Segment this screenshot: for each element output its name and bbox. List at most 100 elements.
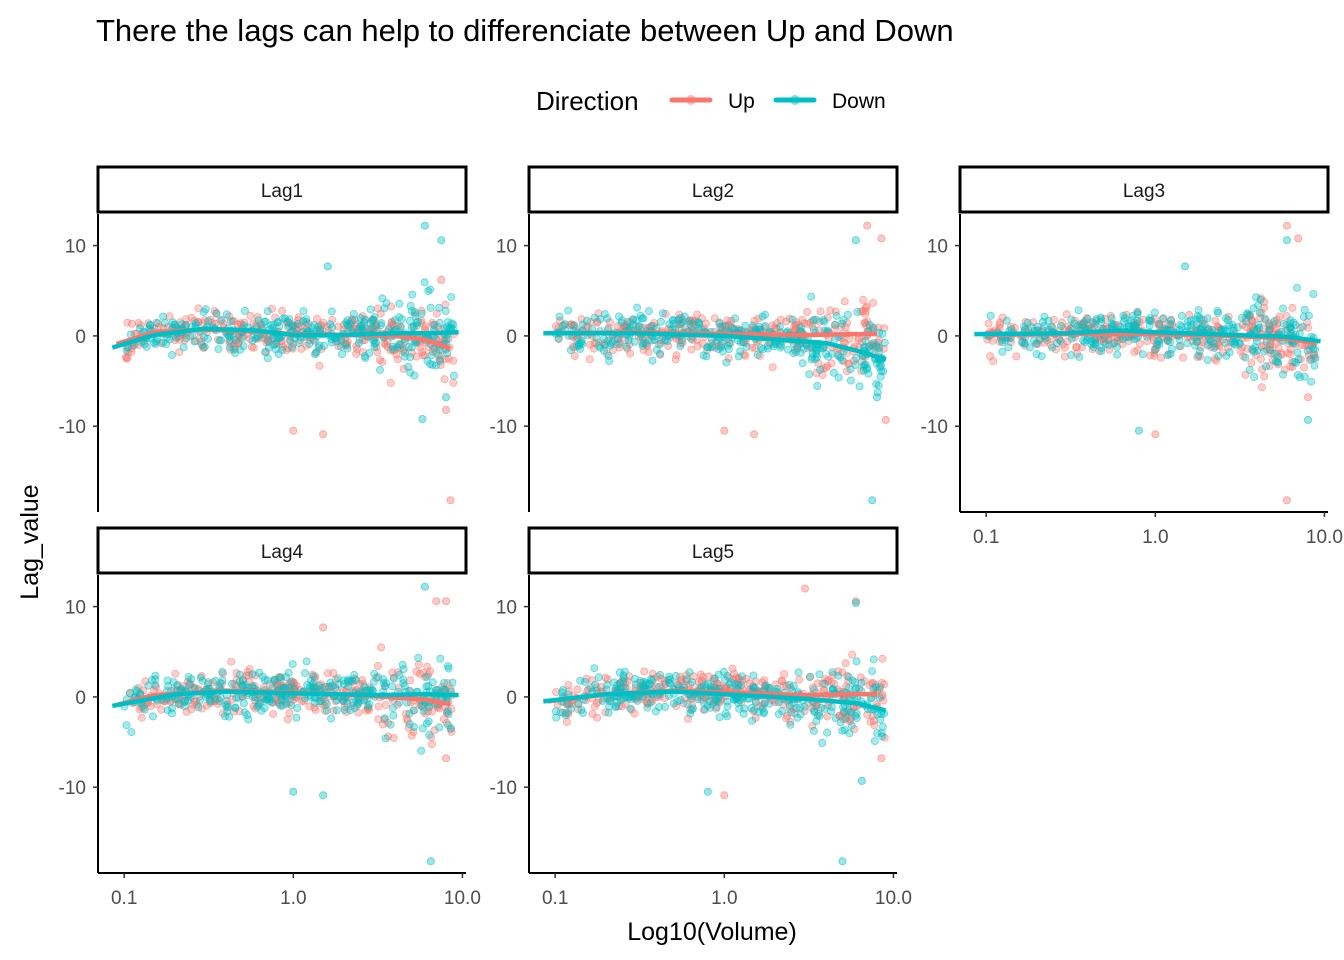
point-down xyxy=(400,348,409,357)
point-up xyxy=(1130,347,1139,356)
point-down xyxy=(1186,316,1195,325)
point-down xyxy=(435,303,444,312)
point-down xyxy=(426,303,435,312)
point-down xyxy=(788,315,797,324)
point-down xyxy=(722,358,731,367)
point-down xyxy=(755,325,764,334)
point-down xyxy=(169,678,178,687)
point-down xyxy=(237,334,246,343)
point-down xyxy=(564,306,573,315)
point-down xyxy=(220,712,229,721)
point-down xyxy=(618,316,627,325)
point-up xyxy=(407,731,416,740)
point-up xyxy=(441,300,450,309)
point-down xyxy=(201,305,210,314)
point-up xyxy=(989,357,998,366)
point-down xyxy=(661,702,670,711)
point-down xyxy=(332,706,341,715)
point-down xyxy=(643,703,652,712)
point-down xyxy=(227,679,236,688)
x-tick-label: 1.0 xyxy=(1142,527,1168,548)
point-up xyxy=(601,673,610,682)
y-tick-label: 10 xyxy=(496,598,517,619)
point-down xyxy=(789,681,798,690)
point-down xyxy=(688,678,697,687)
point-down xyxy=(1067,350,1076,359)
point-down xyxy=(1074,306,1083,315)
point-down xyxy=(603,314,612,323)
point-down xyxy=(253,702,262,711)
point-up xyxy=(841,659,850,668)
point-down xyxy=(240,708,249,717)
point-up xyxy=(750,430,759,439)
point-down xyxy=(350,704,359,713)
point-down xyxy=(203,334,212,343)
point-down xyxy=(1223,316,1232,325)
point-down xyxy=(413,317,422,326)
point-up xyxy=(1282,496,1291,505)
point-down xyxy=(1270,317,1279,326)
point-down xyxy=(1304,311,1313,320)
point-down xyxy=(591,680,600,689)
point-up xyxy=(437,275,446,284)
point-down xyxy=(794,668,803,677)
point-down xyxy=(263,336,272,345)
point-down xyxy=(1025,343,1034,352)
point-down xyxy=(404,362,413,371)
point-down xyxy=(1265,345,1274,354)
point-up xyxy=(1179,353,1188,362)
point-down xyxy=(699,351,708,360)
y-tick-label: -10 xyxy=(59,417,86,438)
point-down xyxy=(448,678,457,687)
point-down xyxy=(796,703,805,712)
point-down xyxy=(1118,335,1127,344)
point-down xyxy=(1303,346,1312,355)
y-tick-label: -10 xyxy=(490,417,517,438)
point-down xyxy=(1214,351,1223,360)
point-down xyxy=(861,360,870,369)
point-down xyxy=(226,317,235,326)
point-down xyxy=(365,700,374,709)
point-down xyxy=(434,351,443,360)
point-down xyxy=(689,704,698,713)
point-down xyxy=(360,315,369,324)
point-down xyxy=(444,664,453,673)
point-up xyxy=(750,316,759,325)
point-down xyxy=(1004,343,1013,352)
point-down xyxy=(326,320,335,329)
point-down xyxy=(148,712,157,721)
facet-strip xyxy=(96,165,468,214)
point-up xyxy=(1260,372,1269,381)
point-down xyxy=(1159,314,1168,323)
point-up xyxy=(171,669,180,678)
point-down xyxy=(426,857,435,866)
point-down xyxy=(225,343,234,352)
point-down xyxy=(395,299,404,308)
point-down xyxy=(604,336,613,345)
point-down xyxy=(852,657,861,666)
point-down xyxy=(422,719,431,728)
point-down xyxy=(827,707,836,716)
point-down xyxy=(798,359,807,368)
x-tick-label: 10.0 xyxy=(1306,527,1343,548)
point-down xyxy=(686,319,695,328)
facet-panel-lag3: Lag3 10 0 -10 0.1 1.0 10.0 xyxy=(921,165,1343,548)
point-up xyxy=(813,679,822,688)
point-down xyxy=(590,664,599,673)
point-down xyxy=(815,712,824,721)
point-down xyxy=(701,680,710,689)
point-down xyxy=(1311,345,1320,354)
point-down xyxy=(381,682,390,691)
point-down xyxy=(1181,262,1190,271)
point-down xyxy=(676,342,685,351)
point-up xyxy=(393,355,402,364)
x-tick-label: 0.1 xyxy=(973,527,999,548)
point-up xyxy=(798,315,807,324)
point-down xyxy=(218,668,227,677)
point-down xyxy=(225,332,234,341)
point-up xyxy=(415,669,424,678)
point-down xyxy=(309,683,318,692)
point-down xyxy=(875,693,884,702)
point-down xyxy=(1293,283,1302,292)
point-down xyxy=(1229,323,1238,332)
